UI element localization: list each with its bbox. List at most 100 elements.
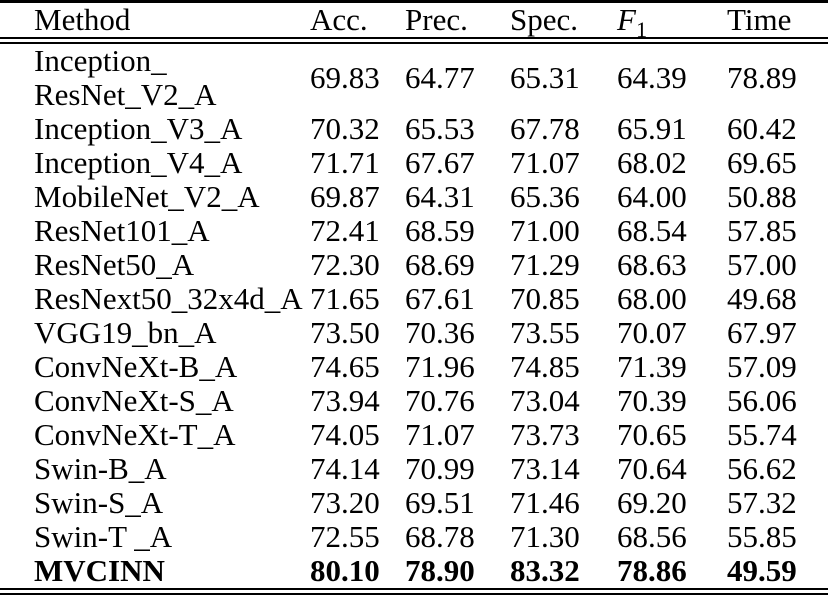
column-header-f1: F1 — [617, 2, 727, 41]
accuracy-cell: 72.55 — [310, 519, 380, 554]
method-cell: ConvNeXt-S_A — [34, 383, 234, 418]
table-body: Inception_ ResNet_V2_A 69.83 64.77 65.31… — [0, 41, 828, 592]
table-row: Inception_V4_A 71.71 67.67 71.07 68.02 6… — [0, 146, 828, 180]
f1-cell: 68.00 — [617, 281, 687, 316]
specificity-cell: 74.85 — [510, 349, 580, 384]
table-header: Method Acc. Prec. Spec. F1 Time — [0, 2, 828, 41]
precision-cell: 67.67 — [405, 145, 475, 180]
table-row: MobileNet_V2_A 69.87 64.31 65.36 64.00 5… — [0, 180, 828, 214]
precision-cell: 68.69 — [405, 247, 475, 282]
precision-cell: 70.99 — [405, 451, 475, 486]
method-cell: Swin-S_A — [34, 485, 164, 520]
table-row: Swin-B_A 74.14 70.99 73.14 70.64 56.62 — [0, 452, 828, 486]
f1-cell: 68.54 — [617, 213, 687, 248]
time-cell: 57.85 — [727, 213, 797, 248]
precision-cell: 68.78 — [405, 519, 475, 554]
specificity-cell: 83.32 — [510, 553, 580, 588]
time-cell: 57.00 — [727, 247, 797, 282]
method-cell: Swin-T _A — [34, 519, 173, 554]
f1-subscript: 1 — [635, 17, 648, 43]
time-cell: 57.32 — [727, 485, 797, 520]
accuracy-cell: 73.50 — [310, 315, 380, 350]
column-header-method: Method — [34, 2, 131, 37]
time-cell: 67.97 — [727, 315, 797, 350]
specificity-cell: 71.46 — [510, 485, 580, 520]
specificity-cell: 70.85 — [510, 281, 580, 316]
f1-cell: 65.91 — [617, 111, 687, 146]
method-cell: Inception_V4_A — [34, 145, 243, 180]
f1-symbol: F — [617, 2, 636, 37]
table-row: ResNext50_32x4d_A 71.65 67.61 70.85 68.0… — [0, 282, 828, 316]
accuracy-cell: 70.32 — [310, 111, 380, 146]
accuracy-cell: 73.20 — [310, 485, 380, 520]
table-row: MVCINN 80.10 78.90 83.32 78.86 49.59 — [0, 554, 828, 592]
f1-cell: 78.86 — [617, 553, 687, 588]
accuracy-cell: 74.65 — [310, 349, 380, 384]
time-cell: 57.09 — [727, 349, 797, 384]
time-cell: 60.42 — [727, 111, 797, 146]
precision-cell: 71.07 — [405, 417, 475, 452]
f1-cell: 70.07 — [617, 315, 687, 350]
accuracy-cell: 74.05 — [310, 417, 380, 452]
table-row: ConvNeXt-B_A 74.65 71.96 74.85 71.39 57.… — [0, 350, 828, 384]
precision-cell: 69.51 — [405, 485, 475, 520]
column-header-specificity: Spec. — [510, 2, 579, 37]
method-cell: ResNet101_A — [34, 213, 210, 248]
precision-cell: 78.90 — [405, 553, 475, 588]
f1-cell: 64.00 — [617, 179, 687, 214]
method-cell: MVCINN — [34, 553, 165, 588]
method-cell: VGG19_bn_A — [34, 315, 217, 350]
precision-cell: 71.96 — [405, 349, 475, 384]
time-cell: 55.85 — [727, 519, 797, 554]
time-cell: 69.65 — [727, 145, 797, 180]
specificity-cell: 71.30 — [510, 519, 580, 554]
accuracy-cell: 72.30 — [310, 247, 380, 282]
table-row: VGG19_bn_A 73.50 70.36 73.55 70.07 67.97 — [0, 316, 828, 350]
precision-cell: 70.36 — [405, 315, 475, 350]
accuracy-cell: 72.41 — [310, 213, 380, 248]
accuracy-cell: 71.71 — [310, 145, 380, 180]
method-cell: ResNet50_A — [34, 247, 195, 282]
column-header-accuracy: Acc. — [310, 2, 368, 37]
specificity-cell: 71.29 — [510, 247, 580, 282]
table-row: Swin-T _A 72.55 68.78 71.30 68.56 55.85 — [0, 520, 828, 554]
accuracy-cell: 74.14 — [310, 451, 380, 486]
accuracy-cell: 69.87 — [310, 179, 380, 214]
specificity-cell: 73.55 — [510, 315, 580, 350]
time-cell: 56.06 — [727, 383, 797, 418]
time-cell: 49.68 — [727, 281, 797, 316]
header-row: Method Acc. Prec. Spec. F1 Time — [0, 2, 828, 41]
method-cell: Inception_ ResNet_V2_A — [34, 43, 217, 112]
time-cell: 50.88 — [727, 179, 797, 214]
f1-cell: 69.20 — [617, 485, 687, 520]
precision-cell: 67.61 — [405, 281, 475, 316]
method-cell: MobileNet_V2_A — [34, 179, 260, 214]
specificity-cell: 65.31 — [510, 60, 580, 95]
f1-cell: 68.56 — [617, 519, 687, 554]
time-cell: 49.59 — [727, 553, 797, 588]
f1-cell: 68.02 — [617, 145, 687, 180]
table-row: ResNet50_A 72.30 68.69 71.29 68.63 57.00 — [0, 248, 828, 282]
table-row: ConvNeXt-S_A 73.94 70.76 73.04 70.39 56.… — [0, 384, 828, 418]
table-row: ResNet101_A 72.41 68.59 71.00 68.54 57.8… — [0, 214, 828, 248]
specificity-cell: 67.78 — [510, 111, 580, 146]
table-row: Swin-S_A 73.20 69.51 71.46 69.20 57.32 — [0, 486, 828, 520]
precision-cell: 64.77 — [405, 60, 475, 95]
f1-cell: 68.63 — [617, 247, 687, 282]
f1-cell: 71.39 — [617, 349, 687, 384]
specificity-cell: 73.73 — [510, 417, 580, 452]
precision-cell: 64.31 — [405, 179, 475, 214]
column-header-precision: Prec. — [405, 2, 468, 37]
specificity-cell: 73.04 — [510, 383, 580, 418]
accuracy-cell: 69.83 — [310, 60, 380, 95]
specificity-cell: 71.00 — [510, 213, 580, 248]
time-cell: 78.89 — [727, 60, 797, 95]
time-cell: 55.74 — [727, 417, 797, 452]
method-cell: ConvNeXt-B_A — [34, 349, 238, 384]
time-cell: 56.62 — [727, 451, 797, 486]
f1-cell: 70.65 — [617, 417, 687, 452]
specificity-cell: 65.36 — [510, 179, 580, 214]
column-header-time: Time — [727, 2, 792, 37]
accuracy-cell: 73.94 — [310, 383, 380, 418]
